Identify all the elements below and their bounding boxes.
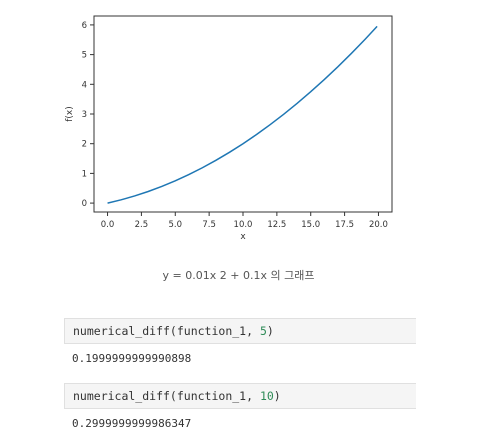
series-line [107, 25, 378, 204]
code-text: ) [273, 389, 281, 403]
code-number-literal: 10 [259, 389, 274, 403]
x-tick-label: 17.5 [335, 220, 354, 230]
plot-svg: 0.0 2.5 5.0 7.5 10.0 12.5 15.0 17.5 20.0 0 1 2 3 4 5 6 x… [65, 15, 393, 242]
code-cell-output: 0.1999999999990898 [72, 352, 192, 365]
code-cell-input[interactable]: numerical_diff(function_1, 10) [64, 383, 416, 409]
x-tick-label: 7.5 [202, 220, 216, 230]
x-axis-label: x [240, 232, 246, 242]
x-tick-label: 0.0 [101, 220, 115, 230]
x-tick-label: 12.5 [267, 220, 286, 230]
x-tick-label: 15.0 [301, 220, 320, 230]
function-plot: 0.0 2.5 5.0 7.5 10.0 12.5 15.0 17.5 20.0 0 1 2 3 4 5 6 x… [60, 8, 400, 248]
y-tick-label: 5 [82, 51, 87, 61]
y-tick-label: 2 [82, 140, 87, 150]
x-tick-label: 10.0 [234, 220, 253, 230]
x-tick-label: 20.0 [369, 220, 388, 230]
code-text: numerical_diff(function_1, [73, 389, 260, 403]
figure-caption: y = 0.01x 2 + 0.1x 의 그래프 [162, 269, 315, 282]
code-cell-output: 0.2999999999986347 [72, 417, 192, 430]
code-cell-input[interactable]: numerical_diff(function_1, 5) [64, 318, 416, 344]
code-text: numerical_diff(function_1, [73, 324, 260, 338]
y-tick-label: 3 [82, 110, 87, 120]
y-tick-label: 6 [82, 21, 87, 31]
code-text: ) [266, 324, 274, 338]
plot-frame [93, 15, 393, 213]
y-axis-label: f(x) [65, 106, 75, 122]
y-tick-label: 0 [82, 199, 87, 209]
y-tick-label: 1 [82, 169, 87, 179]
x-tick-label: 5.0 [169, 220, 183, 230]
x-tick-label: 2.5 [135, 220, 149, 230]
y-tick-label: 4 [82, 80, 87, 90]
code-number-literal: 5 [259, 324, 267, 338]
